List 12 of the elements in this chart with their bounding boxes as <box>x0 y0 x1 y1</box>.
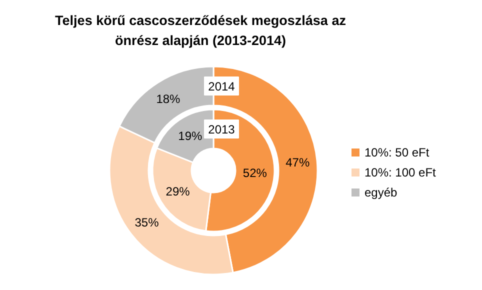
data-label: 52% <box>242 166 268 180</box>
legend-label: 10%: 100 eFt <box>364 166 437 180</box>
data-label: 19% <box>178 129 203 144</box>
data-label: 35% <box>134 215 160 230</box>
data-label: 47% <box>286 156 310 170</box>
chart-title: Teljes körű cascoszerződések megoszlása az önrész alapján (2013-2014) <box>55 13 346 48</box>
slice-label: 2014 <box>208 80 236 94</box>
data-label: 18% <box>156 92 181 106</box>
slice-label: 2013 <box>208 122 236 136</box>
legend-label: 10%: 50 eFt <box>364 146 430 160</box>
data-label: 29% <box>166 184 190 199</box>
legend-label: egyéb <box>364 186 398 200</box>
